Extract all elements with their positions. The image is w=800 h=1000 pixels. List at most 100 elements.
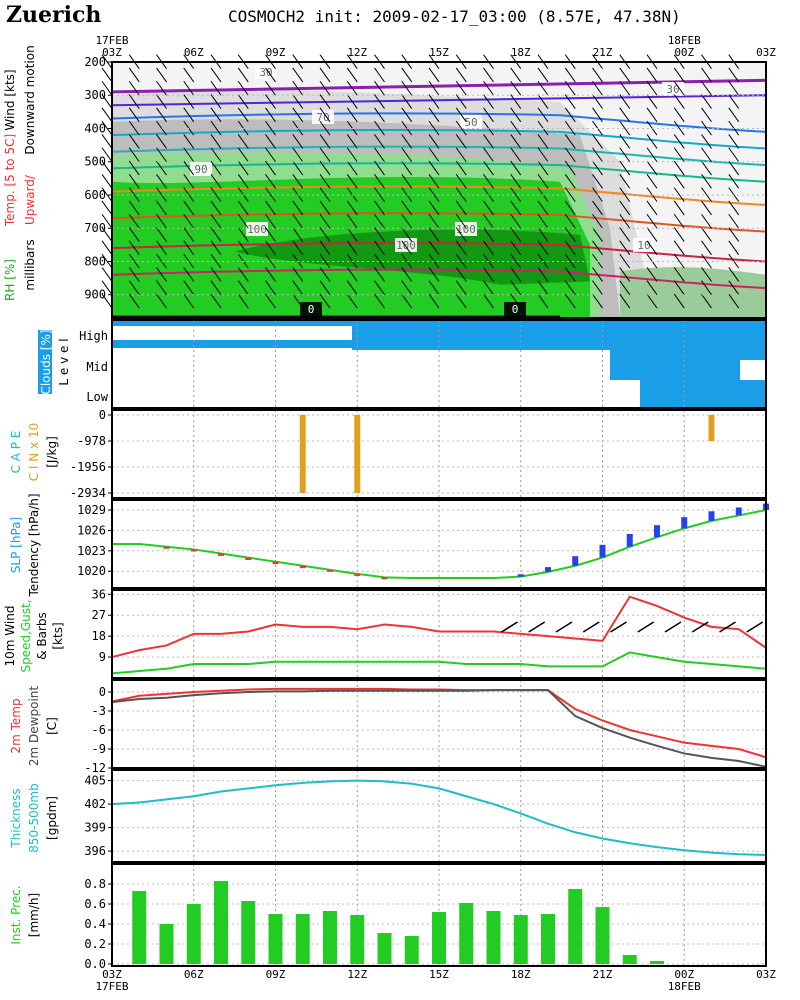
contour-label-bg xyxy=(246,222,268,236)
tendency-bar xyxy=(190,549,197,552)
wind-barb xyxy=(237,293,249,309)
wind-barb xyxy=(673,227,685,242)
wind-barb xyxy=(128,120,140,136)
wind-barb xyxy=(401,240,413,256)
wind-barb xyxy=(537,227,549,242)
wind-barb xyxy=(564,94,576,109)
wind-barb xyxy=(592,80,603,96)
wind-barb xyxy=(455,253,467,269)
wind-barb xyxy=(619,200,631,216)
wind-barb xyxy=(374,134,385,149)
precip-bar xyxy=(404,936,419,964)
wind-barb xyxy=(483,160,494,176)
precip-bar xyxy=(268,914,283,964)
temp-unit-label: [C] xyxy=(45,717,59,735)
pressure-tick-label: 400 xyxy=(84,121,106,135)
upward-label: Upward/ xyxy=(23,174,37,225)
wind-barb xyxy=(592,200,603,216)
wind-barb xyxy=(265,240,276,256)
contour-label-bg xyxy=(633,238,655,252)
slp-tick-label: 1023 xyxy=(77,544,106,558)
thickness-unit-label: [gpdm] xyxy=(45,796,59,840)
bottom-date-label: 17FEB xyxy=(95,980,128,993)
tendency-bar xyxy=(545,567,551,572)
wind-barb xyxy=(101,174,113,189)
wind-barb xyxy=(646,160,658,176)
wind-barb xyxy=(619,267,631,282)
wind-barb xyxy=(401,187,413,202)
wind-barb xyxy=(265,187,276,202)
bottom-date-label: 18FEB xyxy=(668,980,701,993)
wind-barb xyxy=(292,200,304,216)
wind-barb xyxy=(128,67,140,83)
wind-barb xyxy=(319,267,331,282)
wind-barb xyxy=(210,253,222,269)
wind-barb xyxy=(428,227,440,242)
wind-barb xyxy=(265,134,276,149)
thickness-label: Thickness xyxy=(9,788,23,848)
precip-bar xyxy=(323,911,337,964)
wind-barb xyxy=(701,134,712,149)
top-time-label: 09Z xyxy=(266,46,286,59)
wind-barb xyxy=(156,200,167,216)
wind-barb xyxy=(292,107,304,123)
wind-barb xyxy=(592,147,603,163)
wind-barb xyxy=(156,94,167,109)
level-label: L e v e l xyxy=(57,338,71,385)
surface-wind-barb xyxy=(582,621,600,633)
wind-barb xyxy=(592,160,603,176)
wind-barb xyxy=(401,253,413,269)
wind-barb xyxy=(483,267,494,282)
rh-shade-low xyxy=(620,267,766,318)
slp-label: SLP [hPa] xyxy=(9,517,23,573)
bottom-time-label: 03Z xyxy=(102,968,122,981)
wind-barb xyxy=(237,160,249,176)
tendency-bar xyxy=(626,533,633,547)
surface-wind-barb xyxy=(691,621,709,633)
wind-barb xyxy=(292,160,304,176)
wind-barb xyxy=(265,293,276,309)
isotherm-line xyxy=(111,129,767,150)
wind-barb xyxy=(265,280,276,296)
wind-barb xyxy=(483,134,494,149)
wind-barb xyxy=(101,80,113,96)
wind-barb xyxy=(728,200,740,216)
tendency-bar xyxy=(708,511,715,521)
wind-barb xyxy=(646,67,658,83)
wind-barb xyxy=(101,187,113,202)
slp-tick-label: 1029 xyxy=(77,503,106,517)
precip-bar xyxy=(159,924,174,964)
tendency-bar xyxy=(272,561,279,565)
wind-barb xyxy=(510,227,522,242)
wind-barb xyxy=(619,107,631,123)
wind-barb xyxy=(592,134,603,149)
wind-barb xyxy=(346,200,358,216)
wind-barb xyxy=(128,107,140,123)
wind-barb xyxy=(646,227,658,242)
contour-label: 50 xyxy=(464,116,477,129)
wind-barb xyxy=(156,253,167,269)
wind-barb xyxy=(210,120,222,136)
clouds-frame xyxy=(111,319,767,409)
wind-barb xyxy=(728,213,740,229)
wind-barb xyxy=(292,293,304,309)
wind-barb xyxy=(701,253,712,269)
wind-barb xyxy=(346,80,358,96)
wind-barb xyxy=(646,213,658,229)
wind-barb xyxy=(455,80,467,96)
wind-barb xyxy=(728,280,740,296)
wind-barb xyxy=(101,267,113,282)
wind-barb xyxy=(646,94,658,109)
wind-barb xyxy=(128,227,140,242)
wind-barb xyxy=(156,227,167,242)
wind-barb xyxy=(183,200,195,216)
tendency-bar xyxy=(599,544,606,558)
contour-label: 30 xyxy=(666,83,679,96)
wind-barb xyxy=(646,240,658,256)
wind10m-panel: 36 27 18 9 xyxy=(92,587,767,679)
pressure-tick-label: 600 xyxy=(84,188,106,202)
thickness-tick-label: 405 xyxy=(84,774,106,788)
wind-barb xyxy=(455,293,467,309)
temp-tick-label: 0 xyxy=(99,685,106,699)
wind-barb xyxy=(646,293,658,309)
